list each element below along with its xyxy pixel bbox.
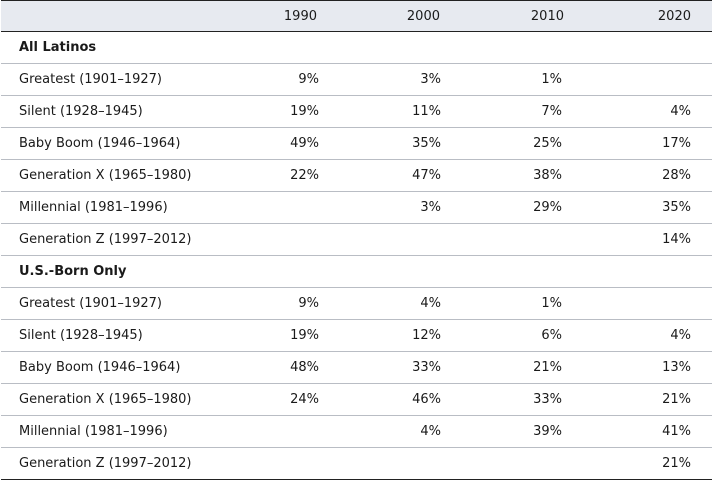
cell-2010: 7% [442,95,567,128]
cell-1990: 22% [223,159,319,192]
row-label: Millennial (1981–1996) [1,191,223,224]
cell-2020: 14% [567,223,712,256]
table-row: Generation X (1965–1980) 24% 46% 33% 21% [1,383,712,416]
cell-2000: 3% [319,63,442,96]
table-header: 1990 2000 2010 2020 [1,0,712,32]
cell-2000: 47% [319,159,442,192]
cell-2000: 12% [319,319,442,352]
cell-1990: 19% [223,319,319,352]
cell-2020: 41% [567,415,712,448]
cell-2020: 21% [567,383,712,416]
table-row: Baby Boom (1946–1964) 49% 35% 25% 17% [1,127,712,160]
header-2000: 2000 [319,0,442,32]
row-label: Generation X (1965–1980) [1,383,223,416]
cell-2010: 21% [442,351,567,384]
row-label: Baby Boom (1946–1964) [1,127,223,160]
cell-1990: 24% [223,383,319,416]
table-row: Baby Boom (1946–1964) 48% 33% 21% 13% [1,351,712,384]
cell-1990: 19% [223,95,319,128]
table-row: Millennial (1981–1996) 4% 39% 41% [1,415,712,448]
cell-1990 [223,191,319,224]
row-label: Baby Boom (1946–1964) [1,351,223,384]
cell-2010: 6% [442,319,567,352]
cell-2000: 4% [319,415,442,448]
row-label: Greatest (1901–1927) [1,63,223,96]
table-row: Silent (1928–1945) 19% 11% 7% 4% [1,95,712,128]
row-label: Generation Z (1997–2012) [1,447,223,480]
cell-2020 [567,287,712,320]
cell-1990: 49% [223,127,319,160]
cell-2000: 3% [319,191,442,224]
cell-2000: 35% [319,127,442,160]
cell-2010: 25% [442,127,567,160]
header-2010: 2010 [442,0,567,32]
header-2020: 2020 [567,0,712,32]
table-row: Silent (1928–1945) 19% 12% 6% 4% [1,319,712,352]
cell-2010: 1% [442,63,567,96]
table-row: Generation X (1965–1980) 22% 47% 38% 28% [1,159,712,192]
cell-2010: 29% [442,191,567,224]
row-label: Greatest (1901–1927) [1,287,223,320]
table-row: Greatest (1901–1927) 9% 3% 1% [1,63,712,96]
table-row: Generation Z (1997–2012) 21% [1,447,712,480]
row-label: Silent (1928–1945) [1,319,223,352]
cell-2020: 4% [567,319,712,352]
row-label: Millennial (1981–1996) [1,415,223,448]
cell-1990: 48% [223,351,319,384]
cell-2010: 1% [442,287,567,320]
cell-2000 [319,447,442,480]
cell-2020: 21% [567,447,712,480]
table-body: All Latinos Greatest (1901–1927) 9% 3% 1% Sil… [1,31,712,480]
row-label: Silent (1928–1945) [1,95,223,128]
cell-2020: 35% [567,191,712,224]
cell-2010: 39% [442,415,567,448]
cell-1990: 9% [223,287,319,320]
row-label: Generation Z (1997–2012) [1,223,223,256]
cell-2000: 11% [319,95,442,128]
cell-2010: 33% [442,383,567,416]
cell-2020: 13% [567,351,712,384]
cell-2010: 38% [442,159,567,192]
section-title: All Latinos [1,31,712,64]
cell-2000: 33% [319,351,442,384]
section-title: U.S.-Born Only [1,255,712,288]
cell-1990 [223,415,319,448]
cell-2000: 46% [319,383,442,416]
cell-2020 [567,63,712,96]
section-row: All Latinos [1,31,712,64]
header-empty [1,0,223,32]
cell-2020: 17% [567,127,712,160]
table-row: Millennial (1981–1996) 3% 29% 35% [1,191,712,224]
cell-2000: 4% [319,287,442,320]
cell-2010 [442,223,567,256]
cell-2010 [442,447,567,480]
cell-2020: 28% [567,159,712,192]
header-1990: 1990 [223,0,319,32]
cell-1990 [223,447,319,480]
table-row: Generation Z (1997–2012) 14% [1,223,712,256]
cell-2000 [319,223,442,256]
row-label: Generation X (1965–1980) [1,159,223,192]
table-row: Greatest (1901–1927) 9% 4% 1% [1,287,712,320]
header-row: 1990 2000 2010 2020 [1,0,712,32]
cell-2020: 4% [567,95,712,128]
cell-1990 [223,223,319,256]
section-row: U.S.-Born Only [1,255,712,288]
cell-1990: 9% [223,63,319,96]
